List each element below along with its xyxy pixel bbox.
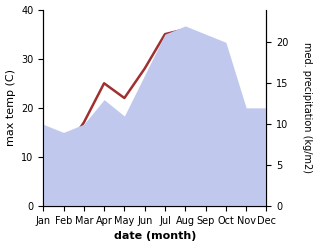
Y-axis label: max temp (C): max temp (C) [5,69,16,146]
Y-axis label: med. precipitation (kg/m2): med. precipitation (kg/m2) [302,42,313,173]
X-axis label: date (month): date (month) [114,231,196,242]
